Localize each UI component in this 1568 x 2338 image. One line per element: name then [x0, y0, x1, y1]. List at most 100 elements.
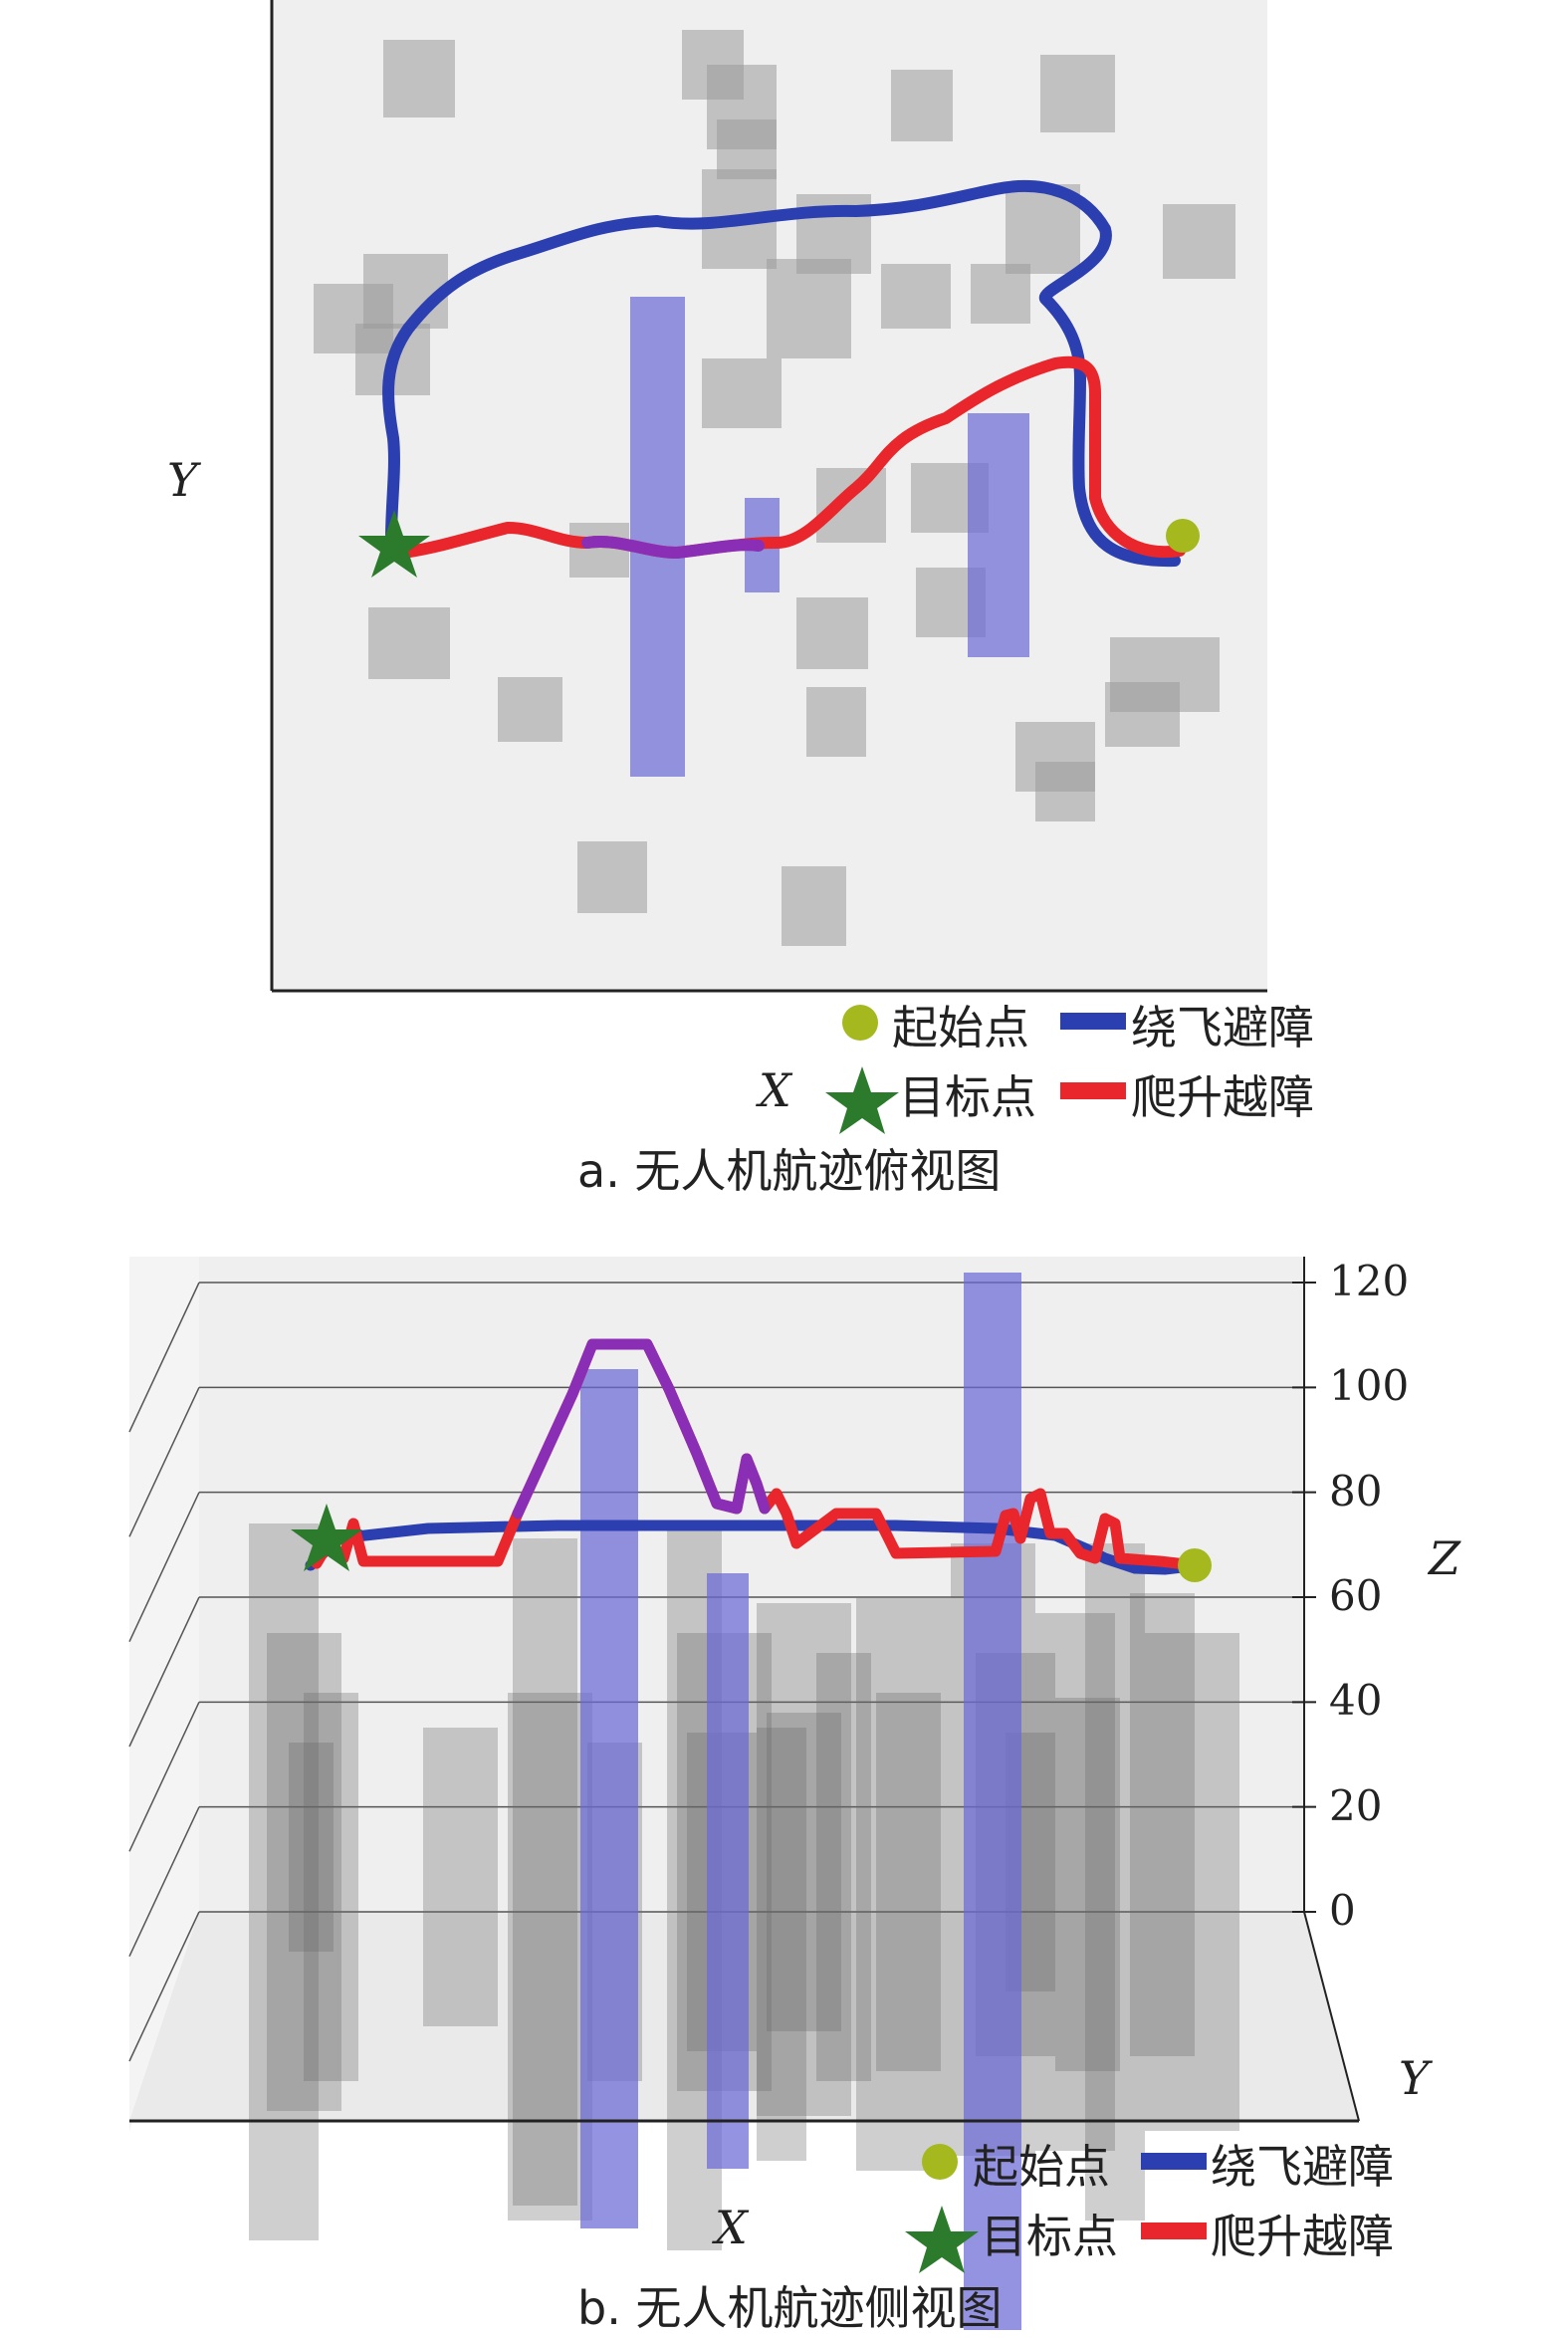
obstacle-30	[782, 866, 846, 946]
gridline-left-40	[128, 1702, 200, 1852]
obstacle-6	[363, 254, 448, 329]
obstacle-13	[702, 358, 782, 428]
obstacle-26	[1105, 682, 1180, 747]
legend-detour-label-side: 绕飞避障	[1211, 2140, 1394, 2194]
gridline-left-20	[128, 1806, 200, 1957]
obstacle-28	[1035, 762, 1095, 821]
side-view-caption: b. 无人机航迹侧视图	[577, 2281, 1003, 2335]
legend-start-entry-side: 起始点	[973, 2131, 1110, 2197]
top-view-ylabel: Y	[167, 453, 198, 507]
gridline-left-120	[128, 1282, 200, 1433]
z-tick-label-100: 100	[1329, 1361, 1410, 1411]
side-view-y-axis	[1303, 1911, 1360, 2122]
z-tick-label-20: 20	[1329, 1780, 1383, 1830]
side-obstacle-2	[304, 1693, 358, 2081]
legend-start-marker-side	[922, 2144, 958, 2180]
side-view-panel: 0 20 40 60 80 100 120 Z Y X 起始点 绕飞避障 目标点 爬升越障 …	[0, 1215, 1568, 2335]
side-obstacle-11	[757, 1603, 851, 2116]
obstacle-0	[383, 40, 455, 117]
side-obstacle-6	[508, 1693, 592, 2221]
legend-detour-swatch-side	[1141, 2153, 1207, 2170]
obstacle-11	[767, 259, 851, 358]
obstacle-3	[891, 70, 953, 141]
obstacle-24	[806, 687, 866, 757]
obstacle-29	[577, 841, 647, 913]
legend-target-marker-top	[825, 1066, 899, 1134]
obstacle-4	[1040, 55, 1115, 132]
side-tall-obstacle-2	[964, 1273, 1021, 2330]
overlap-path-side	[512, 1338, 771, 1520]
gridline-left-0	[128, 1911, 200, 2062]
side-view-xlabel: X	[715, 2201, 748, 2254]
obstacle-16	[1163, 204, 1235, 279]
legend-start-label-side: 起始点	[973, 2140, 1110, 2194]
top-view-xlabel: X	[759, 1063, 791, 1117]
side-view-plot	[128, 1257, 1360, 2330]
side-obstacle-24	[1145, 1633, 1239, 2131]
top-view-obstacles	[314, 30, 1235, 946]
overlap-path-top	[581, 536, 765, 560]
z-tick-label-120: 120	[1329, 1257, 1410, 1305]
side-obstacle-16	[876, 1693, 941, 2071]
legend-target-label-top: 目标点	[899, 1070, 1036, 1124]
side-obstacle-23	[1130, 1593, 1195, 2056]
obstacle-22	[368, 607, 450, 679]
side-obstacle-12	[767, 1713, 841, 2031]
legend-target-entry-top: 目标点	[899, 1061, 1036, 1127]
obstacle-9	[717, 119, 777, 179]
z-tick-label-0: 0	[1329, 1886, 1356, 1935]
legend-start-entry-top: 起始点	[892, 992, 1029, 1057]
side-obstacle-13	[816, 1653, 871, 2081]
top-view-panel: Y X 起始点 绕飞避障 目标点 爬升越障 a. 无人机航迹俯视图	[167, 0, 1314, 1198]
gridline-left-80	[128, 1492, 200, 1642]
gridline-left-60	[128, 1596, 200, 1748]
detour-path-side	[305, 1520, 1206, 1575]
z-tick-label-60: 60	[1329, 1571, 1383, 1620]
side-view-zlabel: Z	[1429, 1531, 1460, 1585]
z-tick-label-40: 40	[1329, 1676, 1383, 1726]
side-obstacle-15	[856, 1598, 951, 2171]
side-obstacle-22	[1085, 1543, 1145, 2221]
side-obstacle-1	[267, 1633, 341, 2111]
side-obstacle-20	[1035, 1613, 1115, 2151]
side-tall-obstacle-0	[580, 1369, 638, 2228]
target-star-top	[358, 510, 430, 578]
side-tall-obstacle-1	[707, 1573, 749, 2169]
z-tick-label-80: 80	[1329, 1466, 1383, 1516]
side-obstacle-14	[757, 1728, 806, 2161]
legend-start-label-top: 起始点	[892, 1001, 1029, 1054]
side-view-z-ticks	[1292, 1282, 1316, 1913]
tall-obstacle-0	[630, 297, 685, 777]
gridline-left-100	[128, 1387, 200, 1537]
side-view-ylabel: Y	[1399, 2051, 1430, 2105]
legend-climb-label-top: 爬升越障	[1131, 1070, 1314, 1124]
side-obstacle-3	[289, 1743, 334, 1952]
top-view-plot	[270, 0, 1267, 1134]
obstacle-18	[816, 468, 886, 543]
side-obstacle-4	[423, 1728, 498, 2026]
obstacle-19	[569, 523, 629, 578]
legend-climb-swatch-side	[1141, 2222, 1207, 2239]
side-view-left-wall	[129, 1257, 199, 2131]
detour-path-top	[382, 180, 1181, 568]
legend-climb-label-side: 爬升越障	[1211, 2210, 1394, 2263]
legend-target-label-side: 目标点	[981, 2210, 1118, 2263]
top-view-tall-obstacles	[630, 297, 1029, 777]
climb-path-top	[397, 355, 1186, 559]
side-view-gridlines	[128, 1282, 1304, 2062]
legend-detour-label-top: 绕飞避障	[1131, 1001, 1314, 1054]
start-point-side	[1178, 1548, 1212, 1582]
side-view-tall-obstacles	[580, 1273, 1021, 2330]
legend-climb-swatch-top	[1060, 1082, 1126, 1099]
legend-target-marker-side	[905, 2206, 979, 2273]
legend-detour-entry-side: 绕飞避障	[1211, 2131, 1394, 2197]
target-star-side	[291, 1504, 362, 1571]
side-view-back-wall	[199, 1257, 1304, 1912]
tall-obstacle-2	[968, 413, 1029, 657]
start-point-top	[1166, 519, 1200, 553]
obstacle-12	[881, 264, 951, 329]
legend-detour-swatch-top	[1060, 1013, 1126, 1030]
legend-detour-entry-top: 绕飞避障	[1131, 992, 1314, 1057]
legend-climb-entry-side: 爬升越障	[1211, 2201, 1394, 2266]
obstacle-20	[796, 597, 868, 669]
